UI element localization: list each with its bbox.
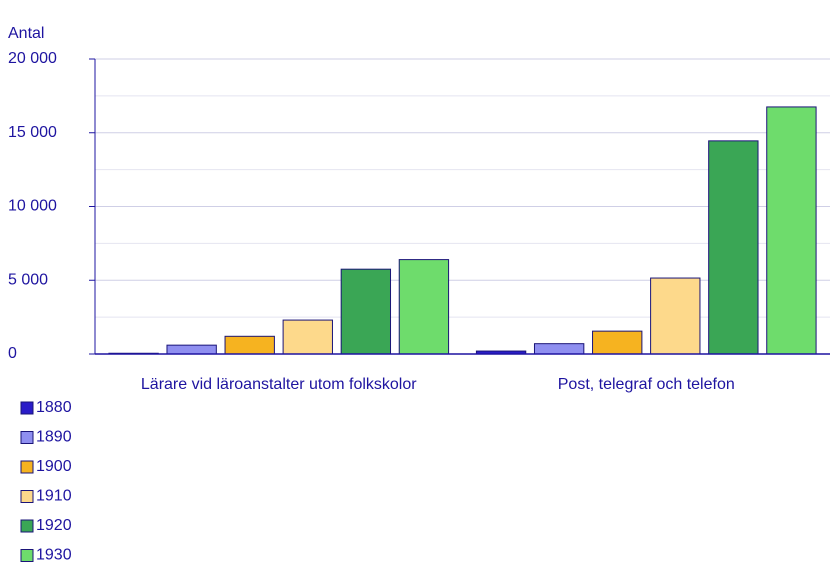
bar: [766, 106, 817, 355]
y-tick-label: 5 000: [8, 271, 48, 288]
y-tick-label: 20 000: [8, 50, 57, 67]
bar: [708, 140, 759, 355]
bar: [650, 277, 701, 355]
y-axis-label: Antal: [8, 25, 44, 42]
legend-label: 1890: [36, 429, 72, 446]
legend-swatch: [20, 460, 34, 474]
bar: [533, 343, 585, 355]
bar: [224, 335, 275, 355]
x-tick-label: Post, telegraf och telefon: [557, 376, 735, 393]
legend-swatch: [20, 549, 34, 562]
x-tick-label: Lärare vid läroanstalter utom folkskolor: [140, 376, 417, 393]
legend-swatch: [20, 519, 34, 533]
bar: [592, 330, 643, 355]
bar: [340, 268, 392, 355]
bar: [282, 319, 333, 355]
legend-label: 1880: [36, 399, 72, 416]
legend-swatch: [20, 431, 34, 444]
y-tick-label: 10 000: [8, 198, 57, 215]
legend-label: 1930: [36, 547, 72, 562]
bar: [166, 344, 217, 355]
y-tick-label: 0: [8, 345, 17, 362]
legend-label: 1900: [36, 458, 72, 475]
legend-swatch: [20, 490, 34, 503]
bar: [398, 259, 450, 355]
legend-label: 1910: [36, 488, 72, 505]
legend-swatch: [20, 401, 34, 415]
legend-label: 1920: [36, 517, 72, 534]
y-tick-label: 15 000: [8, 124, 57, 141]
